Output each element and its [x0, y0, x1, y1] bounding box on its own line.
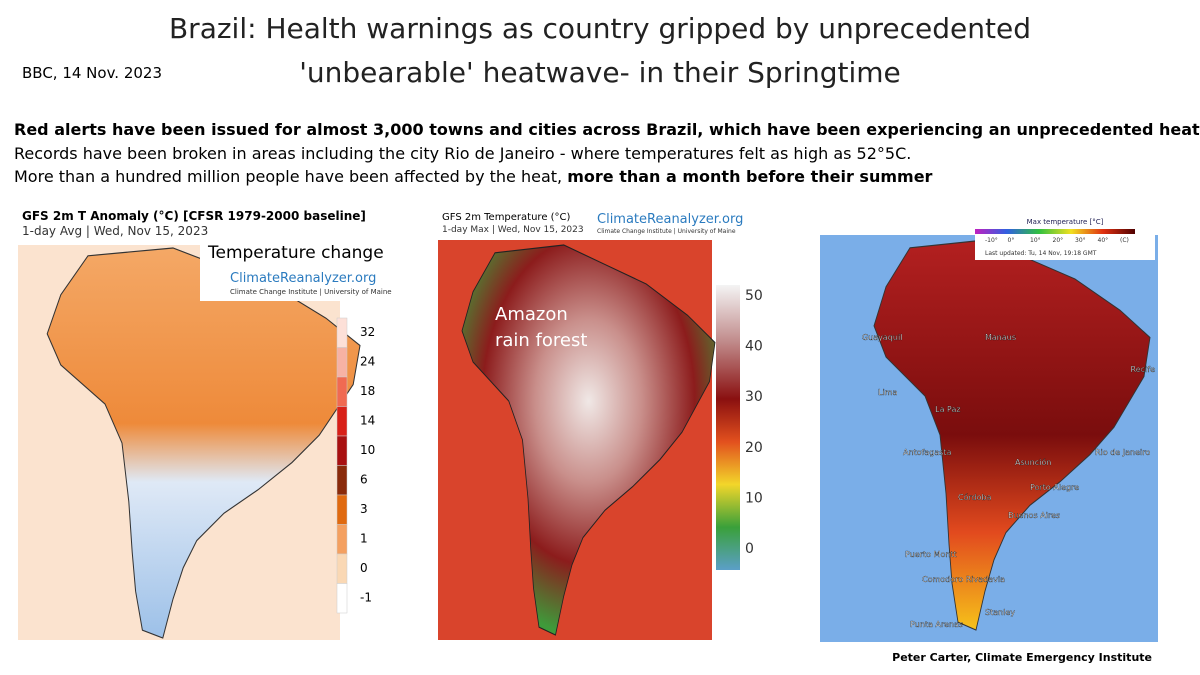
legend-label: 30°: [1075, 237, 1086, 244]
annotation: Amazon: [495, 304, 568, 325]
legend-bar: [975, 229, 1135, 234]
colorbar-label: 18: [360, 384, 375, 398]
legend-label: -10°: [985, 237, 998, 244]
colorbar-cell: [336, 494, 348, 525]
colorbar-label: 6: [360, 473, 368, 487]
colorbar-cell: [336, 406, 348, 437]
annotation: rain forest: [495, 330, 587, 351]
map-subtitle: 1-day Max | Wed, Nov 15, 2023: [442, 225, 584, 235]
colorbar-label: 24: [360, 355, 375, 369]
updated: Last updated: Tu, 14 Nov, 19:18 GMT: [985, 250, 1097, 257]
colorbar-label: 32: [360, 325, 375, 339]
annotation: Temperature change: [207, 243, 384, 263]
city-label: Lima: [878, 388, 897, 397]
colorbar-label: 30: [745, 389, 763, 405]
legend-label: 0°: [1008, 237, 1015, 244]
colorbar-label: 14: [360, 414, 375, 428]
map-title: GFS 2m Temperature (°C): [442, 212, 571, 223]
text-bold: more than a month before their summer: [567, 167, 933, 186]
city-label: Porto Alegre: [1030, 483, 1079, 492]
body-line: Red alerts have been issued for almost 3…: [14, 120, 1200, 139]
city-label: Asunción: [1015, 457, 1051, 467]
legend-box: [975, 215, 1155, 260]
city-labels: Guayaquil Manaus Recife Lima La Paz Antofagas…: [862, 333, 1155, 629]
city-label: Rio de Janeiro: [1095, 448, 1150, 457]
legend-label: 40°: [1098, 237, 1109, 244]
source: BBC, 14 Nov. 2023: [22, 64, 163, 82]
colorbar: [716, 285, 740, 570]
colorbar-cell: [336, 583, 348, 614]
city-label: Antofagasta: [903, 448, 952, 457]
colorbar-label: 0: [745, 541, 754, 557]
city-label: Recife: [1131, 365, 1156, 374]
city-label: Puerto Montt: [905, 550, 957, 559]
city-label: Manaus: [985, 333, 1016, 342]
institute: Climate Change Institute | University of…: [230, 288, 392, 296]
text: More than a hundred million people have …: [14, 167, 568, 186]
colorbar-label: 10: [360, 443, 375, 457]
colorbar-labels: 50 40 30 20 10 0: [745, 288, 763, 557]
logo: ClimateReanalyzer.org: [597, 212, 743, 227]
legend-label: (C): [1120, 237, 1129, 244]
colorbar-cell: [336, 317, 348, 348]
logo: ClimateReanalyzer.org: [230, 271, 376, 286]
colorbar-label: 40: [745, 339, 763, 355]
title-line: Brazil: Health warnings as country gripp…: [168, 12, 1032, 45]
colorbar-label: 0: [360, 561, 368, 575]
title-line: 'unbearable' heatwave- in their Springti…: [299, 56, 901, 89]
legend-title: Max temperature [°C]: [1027, 218, 1104, 226]
map-subtitle: 1-day Avg | Wed, Nov 15, 2023: [22, 224, 208, 238]
institute: Climate Change Institute | University of…: [597, 228, 736, 235]
colorbar-cell: [336, 347, 348, 378]
label-box: [200, 236, 340, 301]
colorbar-label: 1: [360, 532, 368, 546]
colorbar-cell: [336, 553, 348, 584]
city-label: Guayaquil: [862, 333, 902, 342]
body-line: Records have been broken in areas includ…: [14, 144, 912, 163]
colorbar-label: 50: [745, 288, 763, 304]
colorbar-label: -1: [360, 591, 372, 605]
colorbar-cell: [336, 524, 348, 555]
credit: Peter Carter, Climate Emergency Institut…: [892, 651, 1152, 664]
legend-label: 20°: [1053, 237, 1064, 244]
city-label: Punta Arenas: [910, 620, 963, 629]
legend-label: 10°: [1030, 237, 1041, 244]
colorbar-cell: [336, 376, 348, 407]
legend-labels: -10° 0° 10° 20° 30° 40° (C): [985, 237, 1129, 244]
city-label: Buenos Aires: [1008, 511, 1060, 520]
city-label: Comodoro Rivadavia: [922, 575, 1005, 584]
city-label: Córdoba: [958, 492, 992, 502]
colorbar-cell: [336, 435, 348, 466]
city-label: Stanley: [985, 608, 1015, 617]
colorbar-label: 3: [360, 502, 368, 516]
map-title: GFS 2m T Anomaly (°C) [CFSR 1979-2000 ba…: [22, 209, 366, 223]
colorbar-cell: [336, 465, 348, 496]
colorbar-label: 10: [745, 490, 763, 506]
city-label: La Paz: [935, 405, 960, 414]
colorbar-label: 20: [745, 440, 763, 456]
body-line: More than a hundred million people have …: [14, 167, 932, 186]
